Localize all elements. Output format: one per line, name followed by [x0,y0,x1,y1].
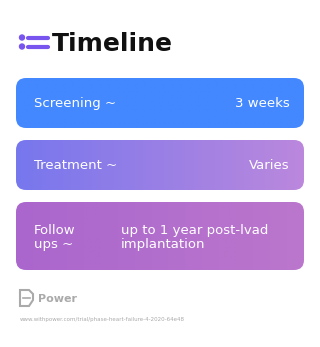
Text: Treatment ~: Treatment ~ [34,159,117,171]
Text: implantation: implantation [121,238,205,251]
Text: Timeline: Timeline [52,32,173,56]
Circle shape [20,44,25,49]
Text: Screening ~: Screening ~ [34,96,116,110]
Text: ups ~: ups ~ [34,238,73,251]
Text: Follow: Follow [34,224,76,237]
Text: Power: Power [38,294,77,304]
Text: Varies: Varies [249,159,290,171]
Text: 3 weeks: 3 weeks [235,96,290,110]
Circle shape [20,35,25,40]
Text: up to 1 year post-lvad: up to 1 year post-lvad [121,224,268,237]
Text: www.withpower.com/trial/phase-heart-failure-4-2020-64e48: www.withpower.com/trial/phase-heart-fail… [20,318,185,322]
